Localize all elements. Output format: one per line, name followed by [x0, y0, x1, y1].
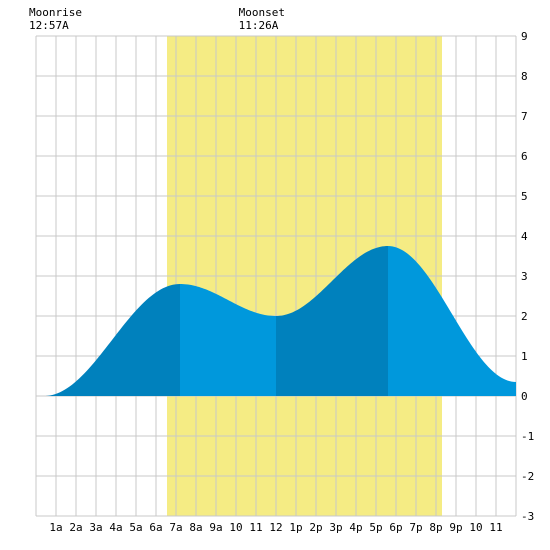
y-tick-label: -3 [521, 510, 534, 523]
y-tick-label: -1 [521, 430, 534, 443]
moonset-time: 11:26A [239, 19, 279, 32]
moonrise-time: 12:57A [29, 19, 69, 32]
x-tick-label: 4p [349, 521, 362, 534]
x-tick-label: 11 [489, 521, 502, 534]
y-tick-label: 7 [521, 110, 528, 123]
x-tick-label: 6a [149, 521, 162, 534]
y-tick-label: 9 [521, 30, 528, 43]
x-tick-label: 1a [49, 521, 62, 534]
y-tick-label: 4 [521, 230, 528, 243]
x-tick-label: 10 [229, 521, 242, 534]
y-tick-label: 1 [521, 350, 528, 363]
x-tick-label: 2a [69, 521, 82, 534]
x-tick-label: 8a [189, 521, 202, 534]
x-tick-label: 2p [309, 521, 322, 534]
x-tick-label: 4a [109, 521, 122, 534]
y-tick-label: 0 [521, 390, 528, 403]
x-tick-label: 5a [129, 521, 142, 534]
y-tick-label: 6 [521, 150, 528, 163]
x-tick-label: 9a [209, 521, 222, 534]
x-tick-label: 11 [249, 521, 262, 534]
moonrise-label: Moonrise [29, 6, 82, 19]
moonset-label: Moonset [239, 6, 285, 19]
y-tick-label: 8 [521, 70, 528, 83]
y-tick-label: -2 [521, 470, 534, 483]
x-tick-label: 6p [389, 521, 402, 534]
x-tick-label: 3a [89, 521, 102, 534]
y-tick-label: 3 [521, 270, 528, 283]
tide-area-segment [36, 284, 180, 396]
x-tick-label: 7p [409, 521, 422, 534]
x-tick-label: 8p [429, 521, 442, 534]
tide-area-segment [276, 246, 388, 396]
y-tick-label: 2 [521, 310, 528, 323]
x-tick-label: 5p [369, 521, 382, 534]
y-tick-label: 5 [521, 190, 528, 203]
x-tick-label: 12 [269, 521, 282, 534]
x-tick-label: 7a [169, 521, 182, 534]
tide-area-segment [388, 246, 516, 396]
tide-area-segment [180, 284, 276, 396]
x-tick-label: 9p [449, 521, 462, 534]
x-tick-label: 10 [469, 521, 482, 534]
x-tick-label: 1p [289, 521, 302, 534]
x-tick-label: 3p [329, 521, 342, 534]
